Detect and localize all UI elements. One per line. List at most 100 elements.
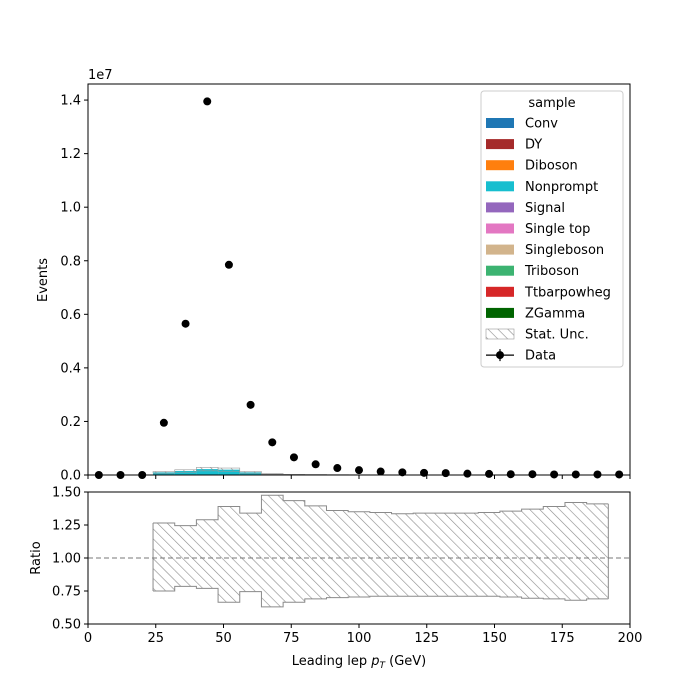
ratio-unc-bin: [499, 511, 522, 597]
x-tick-label: 200: [618, 631, 643, 646]
legend-swatch: [486, 160, 514, 171]
ratio-x-axis: 0 25 50 75 100 125 150 175 200: [84, 624, 643, 646]
stat-unc-bin: [174, 469, 197, 473]
mc-stack-bin: [174, 470, 197, 475]
x-tick-label: 75: [283, 631, 300, 646]
data-point: [485, 469, 494, 478]
data-point: [333, 464, 342, 473]
data-point: [246, 400, 255, 409]
x-tick-label: 50: [215, 631, 232, 646]
ratio-y-tick-label: 1.25: [52, 519, 81, 534]
legend-swatch: [486, 265, 514, 276]
stat-unc-bin: [239, 471, 262, 474]
legend-label: Conv: [525, 117, 558, 132]
data-point: [593, 470, 602, 479]
ratio-unc-bin: [434, 513, 457, 597]
data-point: [159, 418, 168, 427]
data-point: [398, 468, 407, 477]
legend-entry: ZGamma: [486, 306, 585, 321]
legend-swatch: [486, 223, 514, 234]
y-tick-label: 0.6: [60, 308, 81, 323]
legend-entries: Conv DY Diboson Nonprompt Signal Single top Si…: [485, 117, 611, 364]
data-point: [571, 470, 580, 479]
y-scale-label: 1e7: [88, 68, 113, 83]
legend-label: Nonprompt: [525, 180, 598, 195]
ratio-panel: 0.50 0.75 1.00 1.25 1.50 0 25 50 75 100 125 150 175…: [29, 486, 642, 672]
mc-stack-bin: [153, 472, 175, 475]
ratio-unc-bin: [348, 511, 370, 597]
legend-swatch: [486, 202, 514, 213]
legend-frame: [480, 90, 624, 368]
stat-unc-bin: [217, 467, 241, 472]
legend-entry: Ttbarpowheg: [486, 285, 611, 300]
y-tick-label: 0.2: [60, 415, 81, 430]
y-tick-label: 0.8: [60, 254, 81, 269]
ratio-unc-bin: [261, 495, 284, 607]
legend-entry: Stat. Unc.: [485, 328, 589, 343]
ratio-unc-bin: [326, 510, 349, 598]
stat-unc-bin: [196, 467, 219, 472]
y-tick-label: 1.2: [60, 147, 81, 162]
data-point: [203, 97, 212, 106]
ratio-unc-bin: [391, 513, 414, 597]
ratio-unc-bin: [543, 506, 565, 599]
ratio-unc-bin: [283, 500, 305, 603]
ratio-unc-bin: [478, 512, 500, 597]
legend-title: sample: [528, 96, 575, 111]
legend-swatch: [486, 244, 514, 255]
ratio-plot-area: [88, 494, 630, 608]
x-tick-label: 0: [84, 631, 92, 646]
legend-label: DY: [525, 138, 542, 153]
mc-stack-bin: [196, 469, 219, 475]
data-point: [506, 470, 515, 479]
y-tick-label: 1.0: [60, 201, 81, 216]
ratio-unc-bin: [413, 513, 435, 597]
legend-label: Stat. Unc.: [525, 328, 589, 343]
legend-label: Ttbarpowheg: [524, 285, 611, 300]
legend-label: Data: [525, 349, 556, 364]
ratio-unc-bin: [196, 519, 219, 589]
x-axis-label: Leading lep pT (GeV): [292, 654, 426, 671]
legend-label: Signal: [525, 201, 565, 216]
ratio-unc-bin: [564, 502, 587, 601]
ratio-unc-bin: [586, 503, 609, 599]
ratio-unc-bin: [174, 525, 197, 587]
ratio-unc-bin: [304, 505, 327, 599]
ratio-y-tick-label: 0.75: [52, 585, 81, 600]
ratio-unc-bin: [239, 513, 262, 592]
x-tick-label: 175: [550, 631, 575, 646]
data-point: [311, 460, 320, 469]
data-point: [355, 466, 363, 475]
data-point: [441, 469, 450, 478]
stat-unc-bin: [261, 473, 284, 475]
legend-entry: Signal: [486, 201, 565, 216]
legend-marker: [496, 351, 504, 360]
ratio-unc-bin: [521, 509, 544, 599]
x-tick-label: 150: [482, 631, 507, 646]
main-x-ticks: [87, 475, 631, 479]
legend-swatch: [486, 139, 514, 150]
y-tick-label: 0.0: [60, 469, 81, 484]
legend-entry: Single top: [486, 222, 590, 237]
stat-unc-bin: [152, 471, 176, 474]
ratio-band-upper-edge: [153, 494, 609, 527]
x-tick-label: 100: [347, 631, 372, 646]
legend-label: Diboson: [525, 159, 578, 174]
data-point: [181, 319, 190, 328]
legend-entry: Triboson: [486, 264, 579, 279]
legend-entry: DY: [486, 138, 542, 153]
ratio-unc-bin: [456, 513, 479, 597]
data-point: [289, 453, 298, 462]
data-point: [528, 470, 537, 479]
data-point: [376, 467, 385, 476]
legend-swatch: [486, 286, 514, 297]
data-point: [268, 438, 277, 447]
legend: sample Conv DY Diboson Nonprompt Signal Singl…: [480, 90, 624, 368]
legend-label: Single top: [525, 222, 590, 237]
legend-swatch: [486, 307, 514, 318]
main-y-axis-label: Events: [36, 258, 51, 302]
data-point: [224, 260, 233, 269]
ratio-y-tick-label: 1.50: [52, 486, 81, 501]
legend-entry: Nonprompt: [486, 180, 598, 195]
